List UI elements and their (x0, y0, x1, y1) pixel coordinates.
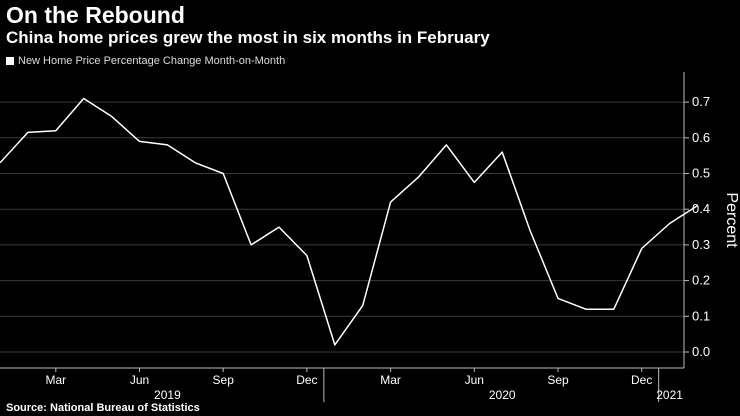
chart-title: On the Rebound (6, 2, 185, 28)
series-line (0, 97, 698, 346)
x-tick-label: Sep (547, 373, 569, 387)
y-tick-label: 0.6 (692, 130, 710, 145)
legend-label: New Home Price Percentage Change Month-o… (18, 55, 286, 67)
y-tick-label: 0.7 (692, 94, 710, 109)
x-tick-label: Sep (213, 373, 235, 387)
legend: New Home Price Percentage Change Month-o… (6, 55, 285, 67)
x-tick-label: Mar (380, 373, 401, 387)
y-tick-label: 0.2 (692, 273, 710, 288)
y-tick-label: 0.3 (692, 237, 710, 252)
y-tick-label: 0.0 (692, 344, 710, 359)
y-tick-label: 0.4 (692, 201, 710, 216)
x-tick-label: Mar (45, 373, 66, 387)
legend-swatch (6, 57, 14, 65)
y-axis-label: Percent (723, 192, 740, 248)
y-tick-label: 0.5 (692, 166, 710, 181)
y-tick-label: 0.1 (692, 308, 710, 323)
x-tick-label: Dec (631, 373, 652, 387)
x-year-label: 2019 (154, 388, 181, 402)
chart-subtitle: China home prices grew the most in six m… (6, 28, 490, 47)
x-tick-label: Jun (465, 373, 484, 387)
source-note: Source: National Bureau of Statistics (6, 402, 200, 414)
x-year-label: 2021 (656, 388, 683, 402)
x-tick-label: Dec (296, 373, 317, 387)
x-year-label: 2020 (489, 388, 516, 402)
x-tick-label: Jun (130, 373, 149, 387)
